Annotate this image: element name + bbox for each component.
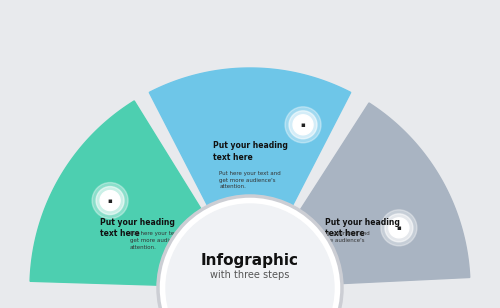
Circle shape — [200, 215, 220, 235]
Circle shape — [280, 215, 299, 235]
Circle shape — [285, 107, 321, 143]
Text: Put your heading
text here: Put your heading text here — [212, 141, 288, 162]
Circle shape — [289, 111, 317, 139]
Text: ▪: ▪ — [300, 122, 306, 128]
Text: with three steps: with three steps — [210, 270, 290, 280]
Text: Put your heading
text here: Put your heading text here — [100, 218, 175, 238]
Text: Put here your text and
get more audience's
attention.: Put here your text and get more audience… — [308, 231, 370, 249]
Text: Put here your text and
get more audience's
attention.: Put here your text and get more audience… — [219, 171, 281, 189]
Circle shape — [96, 187, 124, 215]
Circle shape — [166, 204, 334, 308]
Text: 2: 2 — [247, 209, 253, 218]
Text: Put your heading
text here: Put your heading text here — [325, 218, 400, 238]
Text: 1: 1 — [208, 220, 214, 229]
Circle shape — [158, 196, 342, 308]
Text: ▪: ▪ — [108, 197, 112, 204]
Text: 3: 3 — [287, 220, 292, 229]
Circle shape — [385, 214, 413, 242]
Circle shape — [381, 210, 417, 246]
Circle shape — [240, 203, 260, 223]
Polygon shape — [299, 103, 470, 284]
Text: ▪: ▪ — [396, 225, 402, 231]
Text: Infographic: Infographic — [201, 253, 299, 268]
Circle shape — [293, 115, 313, 135]
Polygon shape — [150, 68, 350, 207]
Circle shape — [389, 218, 409, 238]
Polygon shape — [30, 101, 202, 285]
Text: Put here your text and
get more audience's
attention.: Put here your text and get more audience… — [130, 231, 192, 249]
Circle shape — [100, 191, 120, 211]
Circle shape — [92, 183, 128, 219]
